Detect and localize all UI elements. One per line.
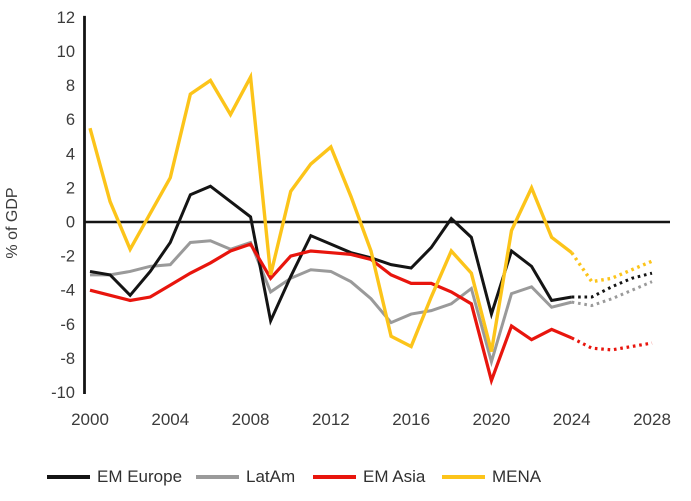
legend-label-em-asia: EM Asia — [363, 467, 426, 486]
series-line-mena — [88, 71, 573, 353]
series-line-em-europe — [89, 184, 572, 326]
x-tick-label: 2008 — [232, 410, 270, 429]
y-tick-label: 4 — [66, 145, 75, 163]
y-tick-label: 10 — [57, 43, 75, 61]
legend-item-em-europe: EM Europe — [47, 462, 182, 492]
x-tick-label: 2024 — [553, 410, 591, 429]
x-tick-label: 2012 — [312, 410, 350, 429]
series-line-em-asia — [89, 242, 573, 386]
legend-swatch-latam — [196, 475, 239, 479]
y-tick-label: -2 — [60, 248, 75, 266]
legend-label-mena: MENA — [492, 467, 542, 486]
x-tick-label: 2020 — [473, 410, 511, 429]
series-forecast-line-em-europe — [571, 271, 653, 299]
x-tick-label: 2016 — [392, 410, 430, 429]
y-tick-label: -8 — [60, 350, 75, 368]
y-tick-label: -6 — [60, 316, 75, 334]
y-tick-label: 8 — [66, 77, 75, 95]
x-tick-label: 2028 — [633, 410, 671, 429]
series-forecast-line-mena — [570, 251, 653, 284]
y-axis-label: % of GDP — [4, 187, 21, 259]
legend-swatch-em-europe — [47, 475, 90, 479]
y-tick-label: 6 — [66, 111, 75, 129]
legend-swatch-mena — [442, 475, 485, 479]
y-tick-label: 12 — [57, 9, 75, 27]
y-tick-label: -4 — [60, 282, 75, 300]
x-tick-label: 2004 — [151, 410, 189, 429]
y-tick-label: 2 — [66, 179, 75, 197]
series-forecast-line-latam — [571, 280, 653, 308]
y-tick-label: -10 — [51, 384, 75, 402]
legend-label-em-europe: EM Europe — [97, 467, 183, 486]
legend-label-latam: LatAm — [246, 467, 296, 486]
legend-item-em-asia: EM Asia — [313, 462, 425, 492]
legend: EM Europe LatAm EM Asia MENA — [0, 462, 691, 492]
legend-item-mena: MENA — [442, 462, 541, 492]
legend-item-latam: LatAm — [196, 462, 295, 492]
y-tick-label: 0 — [66, 214, 75, 232]
x-tick-label: 2000 — [71, 410, 109, 429]
series-forecast-line-em-asia — [570, 336, 653, 352]
series-line-latam — [90, 239, 573, 368]
legend-swatch-em-asia — [313, 475, 356, 479]
